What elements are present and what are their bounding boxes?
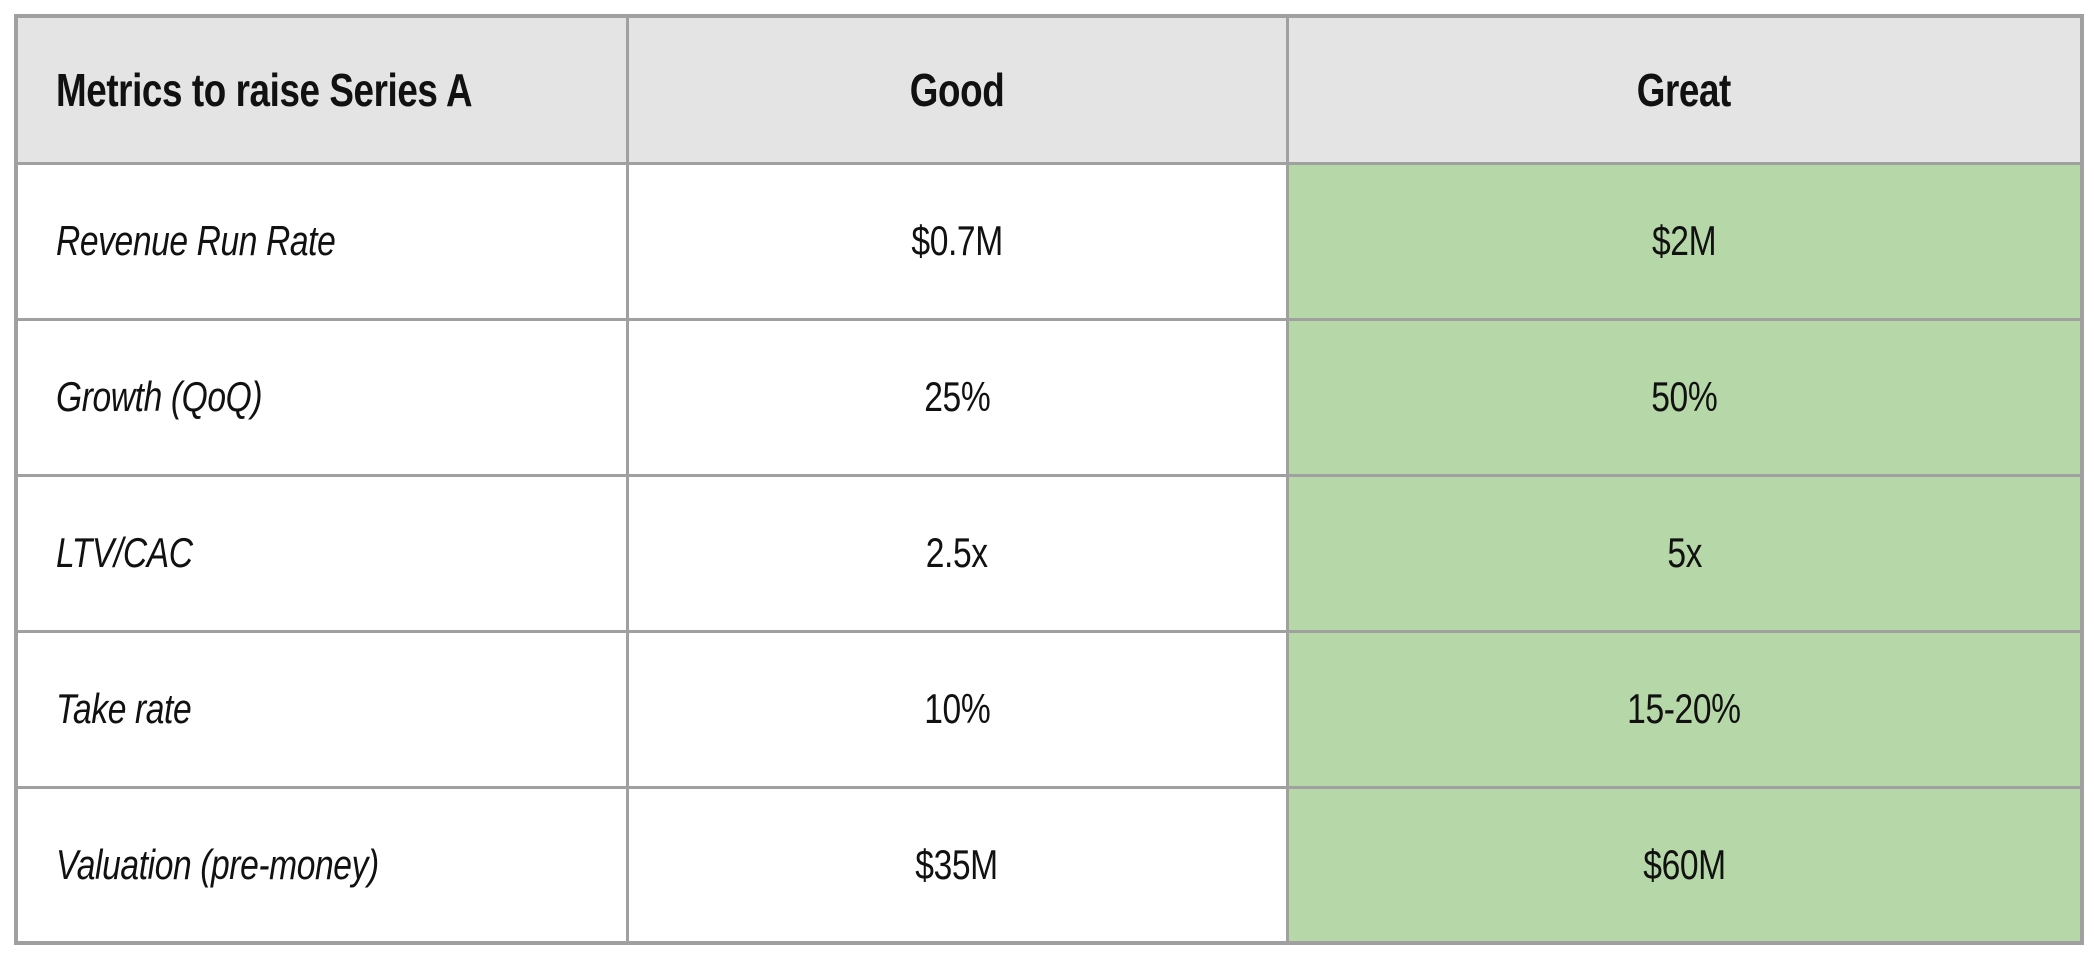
metric-cell: Revenue Run Rate [14,161,629,321]
metric-cell: Take rate [14,629,629,789]
great-value-cell: $2M [1285,161,2084,321]
column-header-metrics: Metrics to raise Series A [14,14,629,165]
good-value-cell: $0.7M [625,161,1289,321]
column-header-good: Good [625,14,1289,165]
header-row: Metrics to raise Series A Good Great [14,14,2084,165]
table-row: LTV/CAC 2.5x 5x [14,473,2084,633]
great-value-cell: 50% [1285,317,2084,477]
series-a-metrics-table: Metrics to raise Series A Good Great Rev… [14,14,2084,945]
column-header-great-label: Great [1637,63,1732,116]
great-value-cell: $60M [1285,785,2084,945]
table-row: Valuation (pre-money) $35M $60M [14,785,2084,945]
table-row: Take rate 10% 15-20% [14,629,2084,789]
great-value-cell: 15-20% [1285,629,2084,789]
column-header-good-label: Good [909,63,1005,116]
column-header-metrics-label: Metrics to raise Series A [56,63,473,116]
great-value-cell: 5x [1285,473,2084,633]
good-value-cell: $35M [625,785,1289,945]
metric-cell: Growth (QoQ) [14,317,629,477]
good-value-cell: 10% [625,629,1289,789]
column-header-great: Great [1285,14,2084,165]
good-value-cell: 25% [625,317,1289,477]
table-row: Growth (QoQ) 25% 50% [14,317,2084,477]
metric-cell: LTV/CAC [14,473,629,633]
metric-cell: Valuation (pre-money) [14,785,629,945]
good-value-cell: 2.5x [625,473,1289,633]
table-row: Revenue Run Rate $0.7M $2M [14,161,2084,321]
